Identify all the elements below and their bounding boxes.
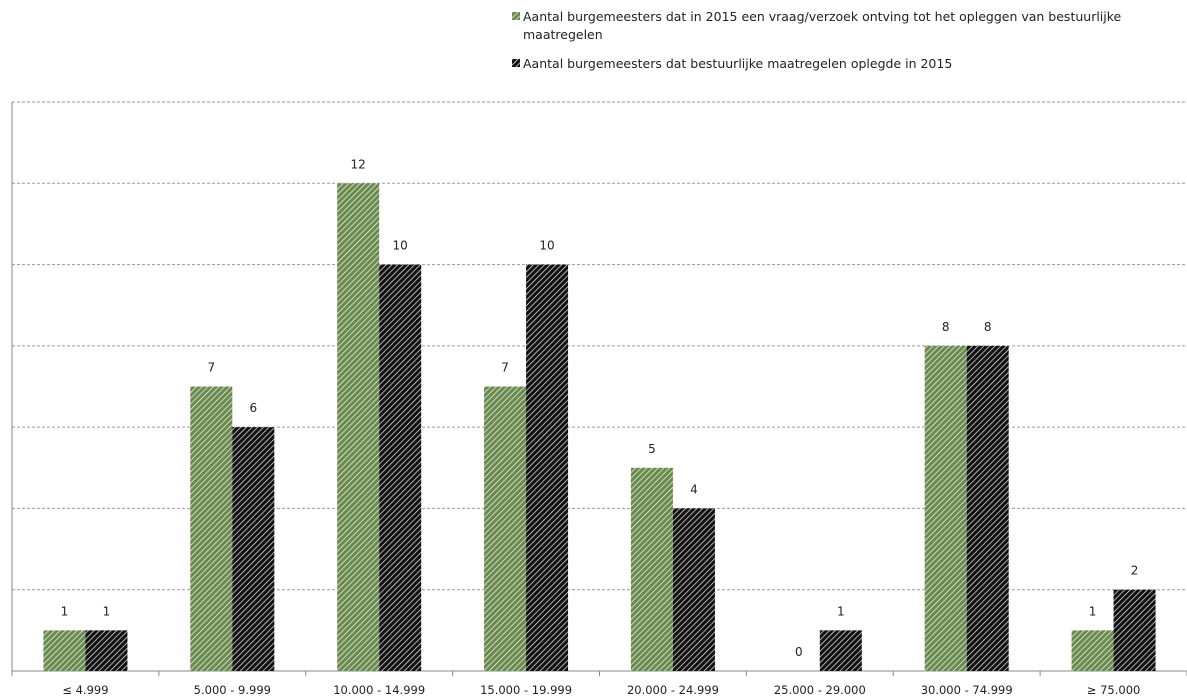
bar-requests <box>1071 630 1114 671</box>
data-label: 10 <box>539 239 554 253</box>
gridlines <box>12 101 1187 591</box>
data-label: 7 <box>501 361 509 375</box>
data-label: 4 <box>690 482 698 496</box>
legend-label-imposed: Aantal burgemeesters dat bestuurlijke ma… <box>523 56 953 71</box>
data-label: 8 <box>942 320 950 334</box>
legend-label-requests: Aantal burgemeesters dat in 2015 een vra… <box>523 9 1122 42</box>
x-tick-label: ≤ 4.999 <box>62 683 108 697</box>
data-label: 10 <box>393 239 408 253</box>
x-tick-label: 25.000 - 29.000 <box>774 683 866 697</box>
data-label: 1 <box>61 604 69 618</box>
bar-requests <box>190 386 233 671</box>
data-label: 2 <box>1131 564 1139 578</box>
legend-swatch-imposed <box>512 59 520 67</box>
x-tick-label: 5.000 - 9.999 <box>194 683 271 697</box>
x-tick-label: 30.000 - 74.999 <box>921 683 1013 697</box>
bar-requests <box>924 345 967 671</box>
bar-imposed <box>526 264 569 671</box>
data-label: 1 <box>1089 604 1097 618</box>
bar-imposed <box>1113 589 1156 671</box>
bar-requests <box>484 386 527 671</box>
x-tick-label: 20.000 - 24.999 <box>627 683 719 697</box>
x-tick-label: 10.000 - 14.999 <box>333 683 425 697</box>
data-label: 6 <box>249 401 257 415</box>
data-label: 7 <box>207 361 215 375</box>
data-label: 8 <box>984 320 992 334</box>
x-tick-label: 15.000 - 19.999 <box>480 683 572 697</box>
x-tick-label: ≥ 75.000 <box>1087 683 1141 697</box>
data-label: 1 <box>103 604 111 618</box>
bars <box>43 183 1156 672</box>
data-label: 0 <box>795 645 803 659</box>
bar-requests <box>43 630 86 671</box>
legend-item-imposed: Aantal burgemeesters dat bestuurlijke ma… <box>512 55 1180 73</box>
bar-requests <box>630 467 673 671</box>
legend: Aantal burgemeesters dat in 2015 een vra… <box>512 8 1180 84</box>
data-label: 1 <box>837 604 845 618</box>
legend-item-requests: Aantal burgemeesters dat in 2015 een vra… <box>512 8 1180 44</box>
data-label: 12 <box>351 157 366 171</box>
data-label: 5 <box>648 442 656 456</box>
bar-requests <box>337 183 380 672</box>
bar-imposed <box>672 508 715 671</box>
bar-imposed <box>819 630 862 671</box>
bar-imposed <box>85 630 128 671</box>
legend-swatch-requests <box>512 12 520 20</box>
bar-imposed <box>966 345 1009 671</box>
bar-imposed <box>232 427 275 671</box>
bar-imposed <box>379 264 422 671</box>
